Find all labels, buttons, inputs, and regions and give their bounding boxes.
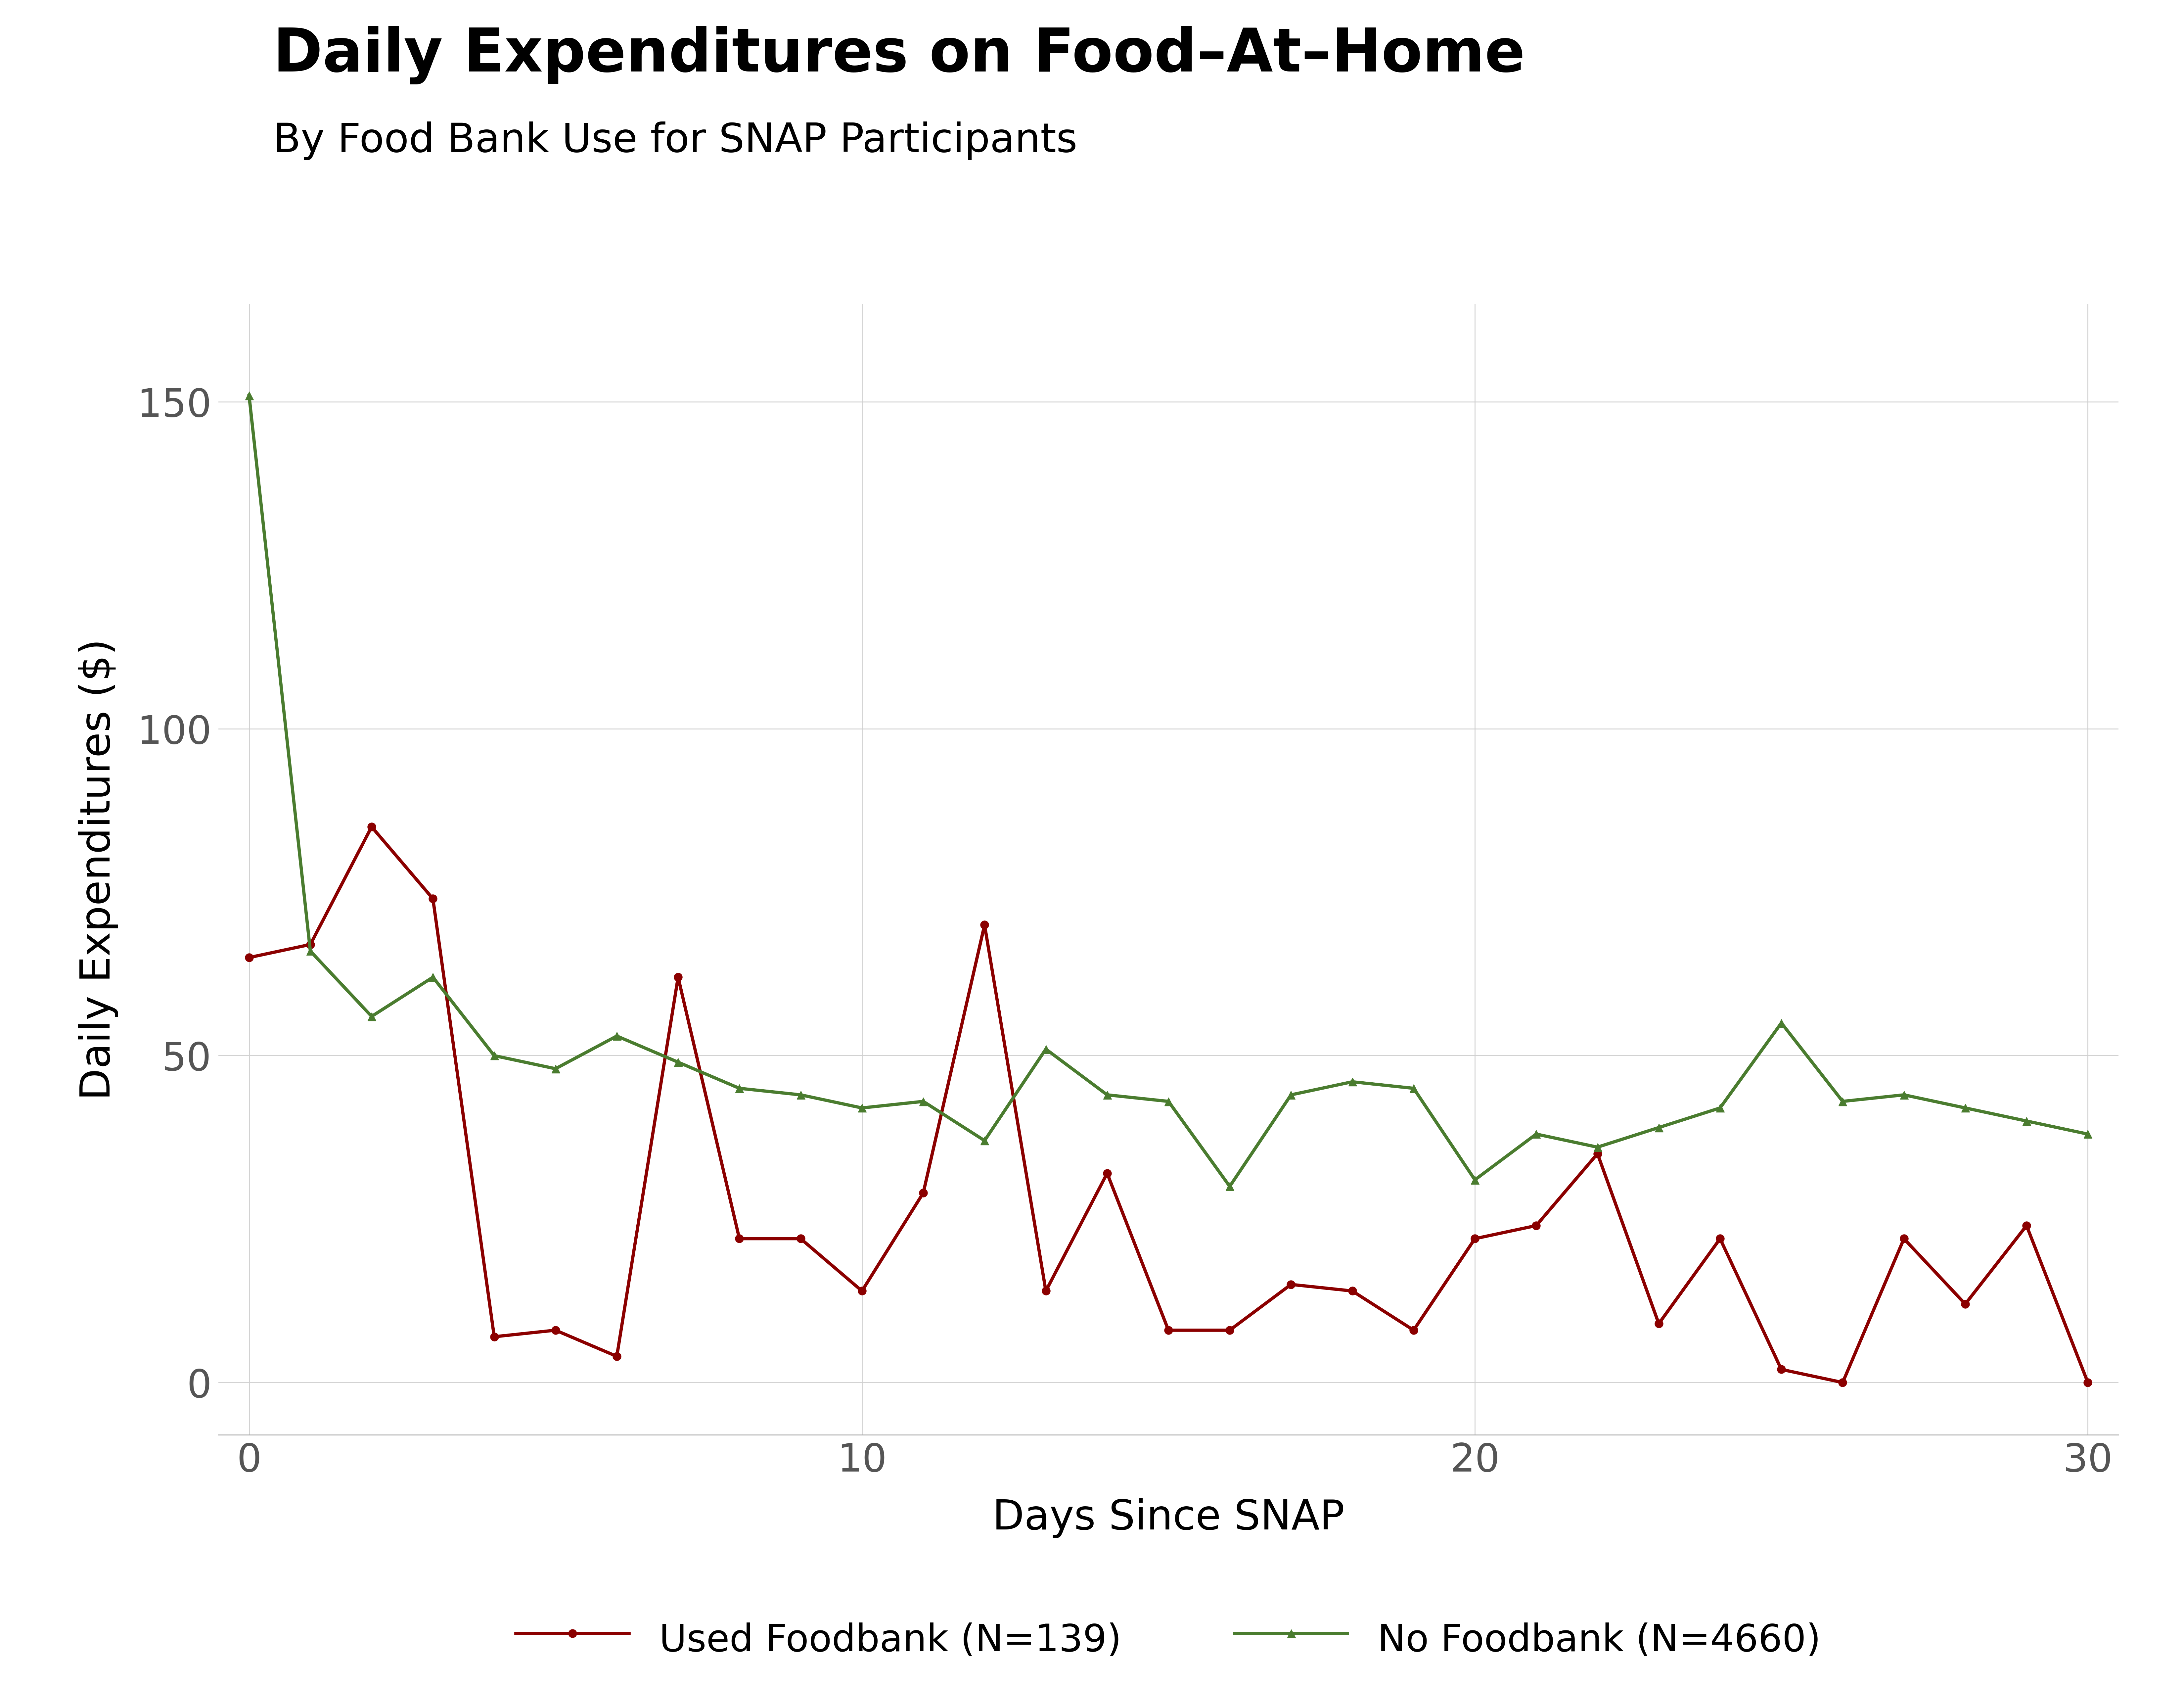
No Foodbank (N=4660) xyxy=(1033,1040,1059,1060)
No Foodbank (N=4660) xyxy=(1952,1097,1979,1117)
No Foodbank (N=4660) xyxy=(1155,1090,1182,1111)
Used Foodbank (N=139) xyxy=(1278,1274,1304,1295)
No Foodbank (N=4660) xyxy=(850,1097,876,1117)
Used Foodbank (N=139) xyxy=(1522,1215,1548,1236)
Used Foodbank (N=139) xyxy=(1891,1229,1918,1249)
No Foodbank (N=4660) xyxy=(236,385,262,405)
No Foodbank (N=4660) xyxy=(1216,1177,1243,1197)
No Foodbank (N=4660) xyxy=(727,1079,753,1099)
Used Foodbank (N=139) xyxy=(1708,1229,1734,1249)
No Foodbank (N=4660) xyxy=(2075,1124,2101,1144)
Y-axis label: Daily Expenditures ($): Daily Expenditures ($) xyxy=(79,638,118,1101)
Used Foodbank (N=139) xyxy=(1769,1359,1795,1379)
No Foodbank (N=4660) xyxy=(480,1045,507,1065)
No Foodbank (N=4660) xyxy=(1830,1090,1856,1111)
No Foodbank (N=4660) xyxy=(788,1085,815,1106)
No Foodbank (N=4660) xyxy=(972,1131,998,1151)
Legend: Used Foodbank (N=139), No Foodbank (N=4660): Used Foodbank (N=139), No Foodbank (N=46… xyxy=(500,1600,1837,1676)
Text: By Food Bank Use for SNAP Participants: By Food Bank Use for SNAP Participants xyxy=(273,122,1077,160)
Used Foodbank (N=139) xyxy=(419,888,446,908)
No Foodbank (N=4660) xyxy=(1708,1097,1734,1117)
Used Foodbank (N=139) xyxy=(1461,1229,1487,1249)
Used Foodbank (N=139) xyxy=(1647,1313,1673,1334)
Used Foodbank (N=139) xyxy=(480,1327,507,1347)
Used Foodbank (N=139) xyxy=(1216,1320,1243,1340)
Used Foodbank (N=139) xyxy=(603,1347,629,1367)
Used Foodbank (N=139) xyxy=(788,1229,815,1249)
Used Foodbank (N=139) xyxy=(2075,1372,2101,1393)
Used Foodbank (N=139) xyxy=(1339,1281,1365,1301)
No Foodbank (N=4660) xyxy=(358,1006,384,1026)
Used Foodbank (N=139) xyxy=(297,935,323,955)
Used Foodbank (N=139) xyxy=(727,1229,753,1249)
No Foodbank (N=4660) xyxy=(2014,1111,2040,1131)
X-axis label: Days Since SNAP: Days Since SNAP xyxy=(992,1499,1345,1538)
Used Foodbank (N=139) xyxy=(664,967,690,987)
No Foodbank (N=4660) xyxy=(1278,1085,1304,1106)
No Foodbank (N=4660) xyxy=(664,1052,690,1072)
Used Foodbank (N=139) xyxy=(1400,1320,1426,1340)
No Foodbank (N=4660) xyxy=(1400,1079,1426,1099)
No Foodbank (N=4660) xyxy=(603,1026,629,1047)
No Foodbank (N=4660) xyxy=(911,1090,937,1111)
Used Foodbank (N=139) xyxy=(358,817,384,837)
Used Foodbank (N=139) xyxy=(236,947,262,967)
Line: Used Foodbank (N=139): Used Foodbank (N=139) xyxy=(245,822,2092,1386)
Used Foodbank (N=139) xyxy=(1033,1281,1059,1301)
No Foodbank (N=4660) xyxy=(419,967,446,987)
Used Foodbank (N=139) xyxy=(850,1281,876,1301)
No Foodbank (N=4660) xyxy=(542,1058,568,1079)
No Foodbank (N=4660) xyxy=(1461,1170,1487,1190)
No Foodbank (N=4660) xyxy=(1094,1085,1120,1106)
No Foodbank (N=4660) xyxy=(1522,1124,1548,1144)
Text: Daily Expenditures on Food–At–Home: Daily Expenditures on Food–At–Home xyxy=(273,25,1524,84)
Used Foodbank (N=139) xyxy=(542,1320,568,1340)
No Foodbank (N=4660) xyxy=(1647,1117,1673,1138)
No Foodbank (N=4660) xyxy=(1891,1085,1918,1106)
Used Foodbank (N=139) xyxy=(1583,1143,1610,1163)
No Foodbank (N=4660) xyxy=(297,940,323,960)
Used Foodbank (N=139) xyxy=(1952,1295,1979,1315)
No Foodbank (N=4660) xyxy=(1583,1138,1610,1158)
Used Foodbank (N=139) xyxy=(911,1183,937,1204)
Line: No Foodbank (N=4660): No Foodbank (N=4660) xyxy=(245,392,2092,1190)
Used Foodbank (N=139) xyxy=(2014,1215,2040,1236)
Used Foodbank (N=139) xyxy=(1155,1320,1182,1340)
No Foodbank (N=4660) xyxy=(1339,1072,1365,1092)
No Foodbank (N=4660) xyxy=(1769,1013,1795,1033)
Used Foodbank (N=139) xyxy=(1830,1372,1856,1393)
Used Foodbank (N=139) xyxy=(972,915,998,935)
Used Foodbank (N=139) xyxy=(1094,1163,1120,1183)
